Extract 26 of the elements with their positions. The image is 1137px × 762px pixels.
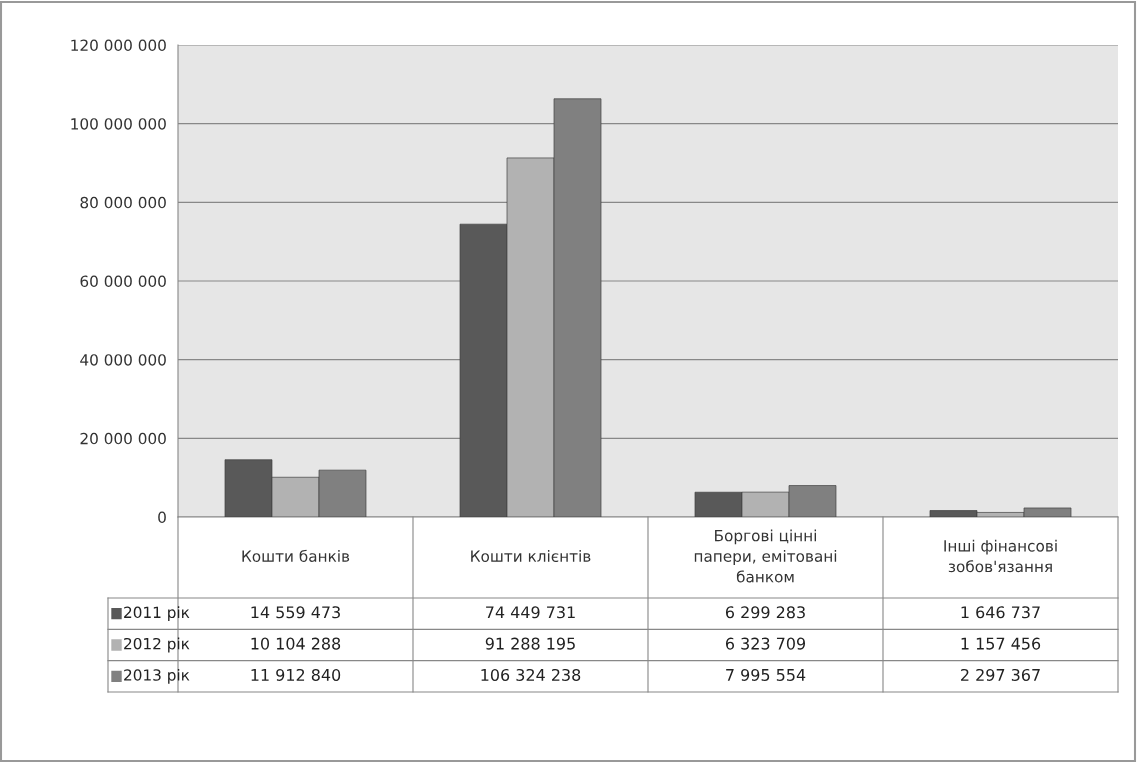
legend-label: 2012 рік [124, 637, 190, 653]
data-label: 2 297 367 [961, 668, 1040, 681]
y-tick-label: 0 [158, 511, 166, 524]
y-tick-label: 80 000 000 [80, 196, 166, 209]
data-label: 1 646 737 [961, 606, 1040, 619]
y-tick-label: 120 000 000 [71, 39, 166, 52]
legend-label: 2011 рік [124, 606, 190, 622]
data-label: 7 995 554 [726, 668, 806, 681]
x-tick-label: Кошти банків [242, 549, 350, 562]
y-tick-label: 60 000 000 [80, 275, 166, 288]
data-label: 6 299 283 [725, 606, 805, 619]
data-label: 6 323 709 [725, 637, 806, 650]
x-tick-label: Інші фінансові зобов'язання [944, 539, 1057, 573]
data-label: 1 157 456 [961, 637, 1041, 650]
data-label: 14 559 473 [251, 606, 340, 619]
data-label: 11 912 840 [251, 668, 341, 681]
y-tick-label: 40 000 000 [80, 354, 166, 366]
data-label: 10 104 288 [251, 637, 341, 650]
x-tick-label: Боргові цінні папери, емітовані банком [694, 529, 837, 583]
data-label: 106 324 238 [481, 668, 581, 681]
y-tick-label: 100 000 000 [71, 118, 166, 130]
data-label: 91 288 195 [485, 637, 575, 650]
legend-label: 2013 рік [124, 668, 190, 684]
y-tick-label: 20 000 000 [80, 432, 166, 445]
x-tick-label: Кошти клієнтів [471, 550, 591, 562]
data-label: 74 449 731 [486, 606, 575, 619]
